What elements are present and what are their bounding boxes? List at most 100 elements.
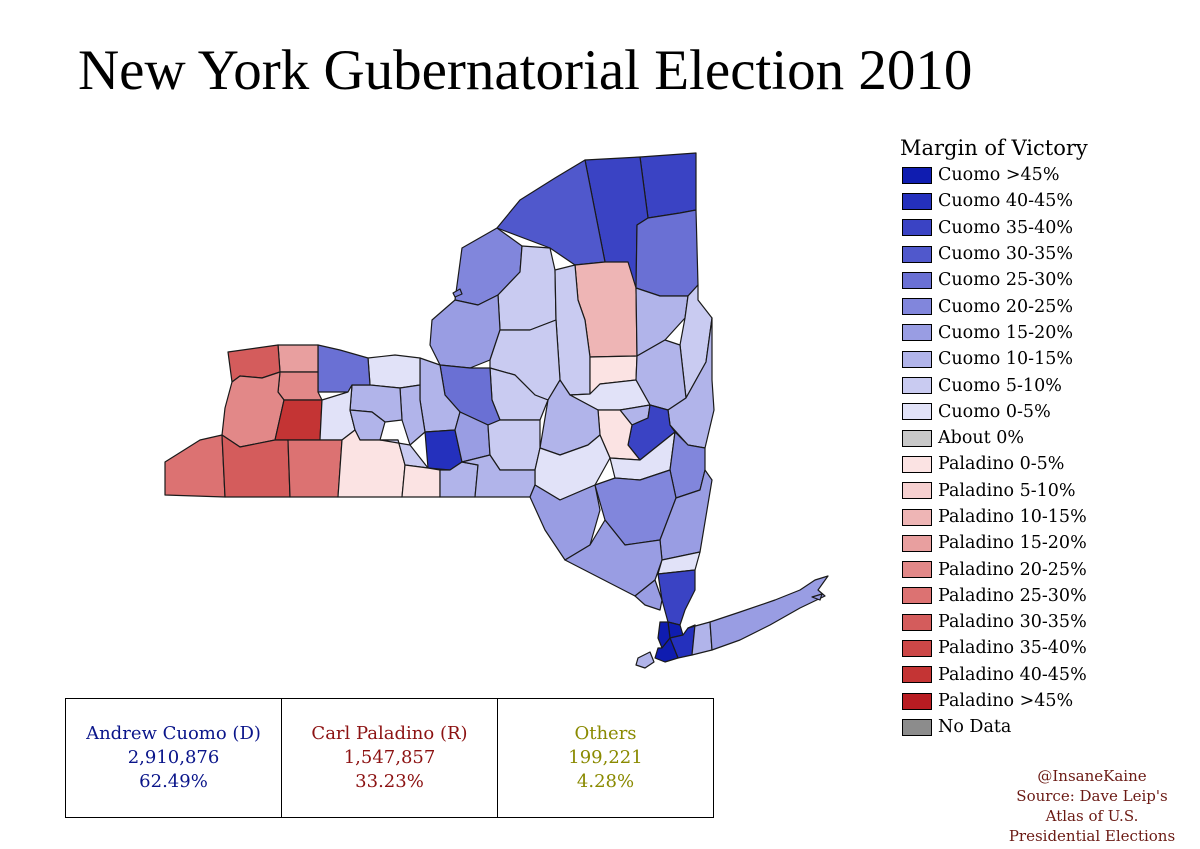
legend-item: Paladino 15-20%	[900, 530, 1195, 556]
legend-label: Paladino 30-35%	[938, 612, 1087, 633]
legend-item: Cuomo 15-20%	[900, 320, 1195, 346]
candidate-votes: 1,547,857	[343, 747, 436, 768]
legend-swatch	[902, 482, 932, 500]
legend-swatch	[902, 692, 932, 710]
legend-item: Cuomo 30-35%	[900, 241, 1195, 267]
legend-label: Cuomo 35-40%	[938, 217, 1073, 238]
legend-swatch	[902, 192, 932, 210]
legend-label: Paladino 40-45%	[938, 664, 1087, 685]
legend-label: Paladino 15-20%	[938, 533, 1087, 554]
candidate-name: Andrew Cuomo (D)	[86, 723, 261, 744]
county-genesee	[277, 371, 323, 401]
candidate-votes: 199,221	[568, 747, 643, 768]
legend-item: About 0%	[900, 425, 1195, 451]
candidate-others: Others 199,221 4.28%	[498, 699, 713, 817]
legend-item: Cuomo 10-15%	[900, 346, 1195, 372]
legend-swatch	[902, 377, 932, 395]
legend-swatch	[902, 324, 932, 342]
legend-label: Paladino 5-10%	[938, 480, 1076, 501]
county-staten-island	[635, 651, 655, 669]
county-wayne	[367, 354, 421, 389]
legend-item: Paladino >45%	[900, 688, 1195, 714]
legend-label: Paladino 25-30%	[938, 585, 1087, 606]
source-credit: @InsaneKaine Source: Dave Leip's Atlas o…	[932, 766, 1192, 846]
legend-label: Cuomo 0-5%	[938, 401, 1051, 422]
legend-swatch	[902, 613, 932, 631]
county-allegany	[287, 439, 343, 498]
candidate-votes: 2,910,876	[127, 747, 220, 768]
legend-label: Cuomo 15-20%	[938, 322, 1073, 343]
map-legend: Margin of Victory Cuomo >45% Cuomo 40-45%…	[900, 134, 1195, 741]
legend-swatch	[902, 245, 932, 263]
legend-swatch	[902, 350, 932, 368]
county-suffolk	[709, 575, 829, 651]
credit-source-line-3: Presidential Elections	[1008, 827, 1176, 845]
legend-swatch	[902, 587, 932, 605]
legend-item: Cuomo 25-30%	[900, 267, 1195, 293]
legend-swatch	[902, 455, 932, 473]
legend-item: Cuomo >45%	[900, 162, 1195, 188]
legend-item: Paladino 35-40%	[900, 635, 1195, 661]
legend-swatch	[902, 271, 932, 289]
results-table: Andrew Cuomo (D) 2,910,876 62.49% Carl P…	[65, 698, 714, 818]
map-title: New York Gubernatorial Election 2010	[78, 39, 973, 102]
county-livingston	[319, 384, 356, 441]
credit-handle: @InsaneKaine	[1037, 767, 1147, 785]
legend-swatch	[902, 666, 932, 684]
county-sullivan	[529, 484, 601, 561]
county-clinton	[639, 152, 697, 219]
county-orleans	[277, 344, 319, 373]
legend-item: Cuomo 35-40%	[900, 215, 1195, 241]
credit-source-line-2: Atlas of U.S.	[1045, 807, 1139, 825]
county-brooklyn	[654, 637, 679, 663]
candidate-cuomo: Andrew Cuomo (D) 2,910,876 62.49%	[66, 699, 282, 817]
legend-label: About 0%	[938, 428, 1025, 449]
legend-item: Cuomo 20-25%	[900, 293, 1195, 319]
county-cattaraugus	[221, 434, 291, 498]
county-nassau	[687, 621, 713, 656]
legend-item: No Data	[900, 714, 1195, 740]
county-rockland	[634, 579, 663, 611]
county-chautauqua	[164, 434, 226, 498]
county-westchester	[657, 569, 696, 626]
legend-swatch	[902, 429, 932, 447]
legend-swatch	[902, 219, 932, 237]
legend-label: Paladino 10-15%	[938, 507, 1087, 527]
legend-label: Cuomo 5-10%	[938, 375, 1062, 396]
legend-label: Cuomo 10-15%	[938, 349, 1073, 370]
candidate-percent: 4.28%	[576, 771, 635, 792]
legend-item: Paladino 5-10%	[900, 478, 1195, 504]
legend-label: Cuomo 25-30%	[938, 270, 1073, 291]
legend-label: Cuomo >45%	[938, 165, 1060, 186]
county-chenango	[487, 419, 541, 471]
legend-label: Paladino >45%	[938, 691, 1074, 712]
legend-swatch	[902, 718, 932, 736]
candidate-percent: 62.49%	[139, 771, 208, 792]
legend-item: Paladino 25-30%	[900, 583, 1195, 609]
legend-item: Paladino 10-15%	[900, 504, 1195, 530]
legend-item: Cuomo 0-5%	[900, 399, 1195, 425]
credit-source-line-1: Source: Dave Leip's	[1016, 787, 1168, 805]
legend-swatch	[902, 561, 932, 579]
legend-label: Paladino 0-5%	[938, 454, 1065, 475]
legend-label: Cuomo 30-35%	[938, 244, 1073, 265]
legend-swatch	[902, 639, 932, 657]
legend-label: Cuomo 20-25%	[938, 296, 1073, 317]
legend-swatch	[902, 534, 932, 552]
candidate-paladino: Carl Paladino (R) 1,547,857 33.23%	[282, 699, 498, 817]
legend-item: Paladino 30-35%	[900, 609, 1195, 635]
legend-swatch	[902, 166, 932, 184]
legend-label: Cuomo 40-45%	[938, 191, 1073, 212]
legend-item: Paladino 0-5%	[900, 451, 1195, 477]
legend-item: Paladino 40-45%	[900, 662, 1195, 688]
county-erie	[221, 371, 285, 448]
county-suffolk-island	[811, 593, 823, 601]
county-monroe	[317, 344, 371, 393]
legend-item: Paladino 20-25%	[900, 556, 1195, 582]
legend-label: Paladino 35-40%	[938, 638, 1087, 659]
legend-label: Paladino 20-25%	[938, 559, 1087, 580]
county-st-lawrence	[496, 159, 606, 266]
legend-swatch	[902, 298, 932, 316]
legend-item: Cuomo 5-10%	[900, 372, 1195, 398]
